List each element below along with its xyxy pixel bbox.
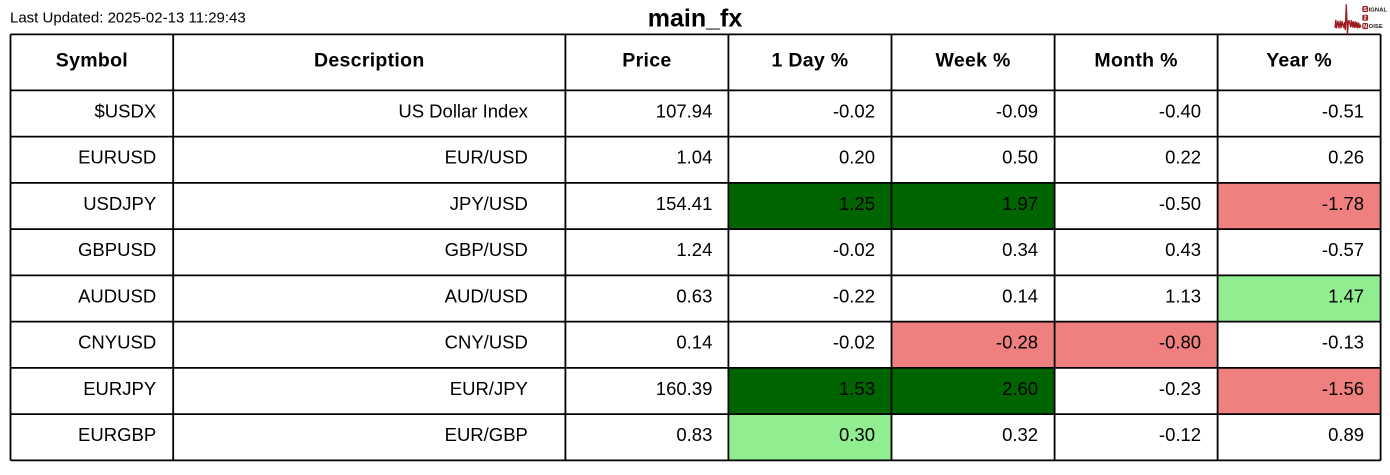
svg-text:EUR/USD: EUR/USD [445, 147, 528, 168]
svg-text:-0.09: -0.09 [996, 100, 1038, 121]
svg-text:0.14: 0.14 [1002, 285, 1038, 306]
svg-text:CNY/USD: CNY/USD [445, 332, 528, 353]
svg-text:0.34: 0.34 [1002, 239, 1038, 260]
svg-text:0.22: 0.22 [1165, 147, 1201, 168]
svg-text:CNYUSD: CNYUSD [78, 332, 156, 353]
svg-text:0.32: 0.32 [1002, 424, 1038, 445]
svg-text:2.60: 2.60 [1002, 378, 1038, 399]
svg-text:EURUSD: EURUSD [78, 147, 156, 168]
svg-text:0.63: 0.63 [676, 285, 712, 306]
svg-text:Last Updated: 2025-02-13 11:29: Last Updated: 2025-02-13 11:29:43 [10, 10, 246, 27]
svg-text:0.14: 0.14 [676, 332, 712, 353]
svg-text:-0.80: -0.80 [1159, 332, 1201, 353]
svg-text:0.20: 0.20 [839, 147, 875, 168]
svg-text:0.43: 0.43 [1165, 239, 1201, 260]
svg-text:0.26: 0.26 [1328, 147, 1364, 168]
svg-text:-0.02: -0.02 [833, 332, 875, 353]
svg-text:-0.12: -0.12 [1159, 424, 1201, 445]
svg-text:-0.13: -0.13 [1322, 332, 1364, 353]
svg-text:Description: Description [314, 49, 425, 71]
svg-text:107.94: 107.94 [656, 100, 713, 121]
svg-text:OISE: OISE [1369, 24, 1383, 30]
svg-text:-0.02: -0.02 [833, 100, 875, 121]
svg-text:Week %: Week % [936, 49, 1011, 71]
svg-text:-1.56: -1.56 [1322, 378, 1364, 399]
svg-text:1 Day %: 1 Day % [772, 49, 849, 71]
svg-text:1.97: 1.97 [1002, 193, 1038, 214]
svg-text:S: S [1363, 7, 1367, 13]
svg-text:USDJPY: USDJPY [83, 193, 156, 214]
svg-text:main_fx: main_fx [648, 5, 743, 33]
svg-text:$USDX: $USDX [94, 100, 156, 121]
svg-text:2: 2 [1364, 16, 1367, 22]
svg-text:1.13: 1.13 [1165, 285, 1201, 306]
svg-text:Symbol: Symbol [56, 49, 128, 71]
svg-text:N: N [1363, 24, 1367, 30]
svg-text:1.25: 1.25 [839, 193, 875, 214]
svg-text:AUD/USD: AUD/USD [445, 285, 528, 306]
svg-text:-0.50: -0.50 [1159, 193, 1201, 214]
svg-text:-0.57: -0.57 [1322, 239, 1364, 260]
svg-text:GBPUSD: GBPUSD [78, 239, 156, 260]
svg-text:EUR/JPY: EUR/JPY [450, 378, 528, 399]
svg-text:0.30: 0.30 [839, 424, 875, 445]
svg-text:Month %: Month % [1094, 49, 1177, 71]
svg-text:US Dollar Index: US Dollar Index [398, 100, 528, 121]
svg-text:-0.02: -0.02 [833, 239, 875, 260]
svg-text:IGNAL: IGNAL [1369, 7, 1388, 13]
svg-text:-0.22: -0.22 [833, 285, 875, 306]
svg-text:-0.51: -0.51 [1322, 100, 1364, 121]
svg-text:EURJPY: EURJPY [83, 378, 156, 399]
svg-text:JPY/USD: JPY/USD [450, 193, 528, 214]
svg-text:1.04: 1.04 [676, 147, 712, 168]
svg-text:EURGBP: EURGBP [78, 424, 156, 445]
svg-text:EUR/GBP: EUR/GBP [445, 424, 528, 445]
svg-text:160.39: 160.39 [656, 378, 713, 399]
svg-text:0.50: 0.50 [1002, 147, 1038, 168]
svg-text:1.47: 1.47 [1328, 285, 1364, 306]
svg-text:1.53: 1.53 [839, 378, 875, 399]
svg-text:-1.78: -1.78 [1322, 193, 1364, 214]
svg-text:GBP/USD: GBP/USD [445, 239, 528, 260]
svg-text:-0.28: -0.28 [996, 332, 1038, 353]
svg-text:AUDUSD: AUDUSD [78, 285, 156, 306]
svg-text:Price: Price [622, 49, 671, 71]
svg-text:0.83: 0.83 [676, 424, 712, 445]
svg-text:1.24: 1.24 [676, 239, 712, 260]
svg-text:154.41: 154.41 [656, 193, 713, 214]
svg-text:-0.23: -0.23 [1159, 378, 1201, 399]
svg-text:-0.40: -0.40 [1159, 100, 1201, 121]
svg-text:0.89: 0.89 [1328, 424, 1364, 445]
svg-text:Year %: Year % [1266, 49, 1332, 71]
